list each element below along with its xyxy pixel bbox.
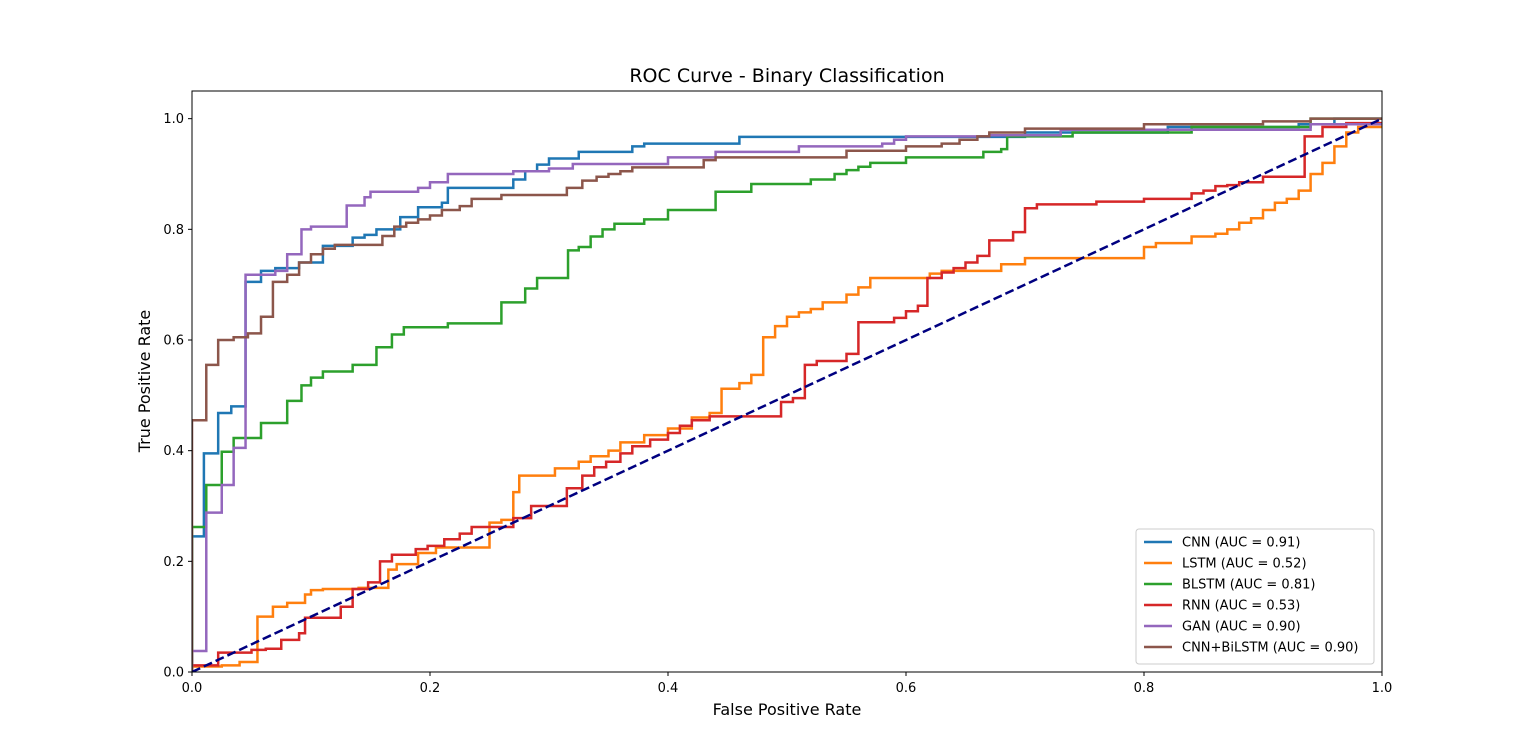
x-tick-label: 0.4 — [658, 681, 679, 696]
x-tick-label: 1.0 — [1372, 681, 1393, 696]
legend-label: BLSTM (AUC = 0.81) — [1182, 578, 1315, 593]
diagonal-reference-line — [192, 117, 1382, 672]
y-tick-label: 0.6 — [163, 334, 184, 349]
x-tick-label: 0.2 — [420, 681, 441, 696]
y-tick-label: 0.2 — [163, 555, 184, 570]
x-tick-label: 0.8 — [1134, 681, 1155, 696]
x-tick-label: 0.0 — [182, 681, 203, 696]
series-line-lstm — [192, 125, 1382, 672]
y-tick-label: 0.0 — [163, 666, 184, 681]
legend-label: LSTM (AUC = 0.52) — [1182, 557, 1307, 572]
series-line-gan — [192, 122, 1382, 672]
series-line-cnn — [192, 117, 1382, 672]
chart-title: ROC Curve - Binary Classification — [629, 65, 944, 87]
plot-frame — [191, 90, 1383, 673]
y-tick-label: 0.4 — [163, 444, 184, 459]
series-line-blstm — [192, 117, 1382, 672]
y-tick-label: 1.0 — [163, 112, 184, 127]
y-axis-label: True Positive Rate — [135, 310, 154, 454]
series-line-cnn-bilstm — [192, 117, 1382, 672]
legend-label: CNN (AUC = 0.91) — [1182, 536, 1300, 551]
legend-label: CNN+BiLSTM (AUC = 0.90) — [1182, 641, 1358, 656]
legend-box — [1135, 528, 1375, 665]
y-tick-label: 0.8 — [163, 223, 184, 238]
series-line-rnn — [192, 121, 1382, 672]
legend: CNN (AUC = 0.91) LSTM (AUC = 0.52) BLSTM (… — [1135, 528, 1375, 665]
legend-label: GAN (AUC = 0.90) — [1182, 620, 1301, 635]
legend-label: RNN (AUC = 0.53) — [1182, 599, 1300, 614]
x-axis-label: False Positive Rate — [713, 700, 862, 719]
x-tick-label: 0.6 — [896, 681, 917, 696]
